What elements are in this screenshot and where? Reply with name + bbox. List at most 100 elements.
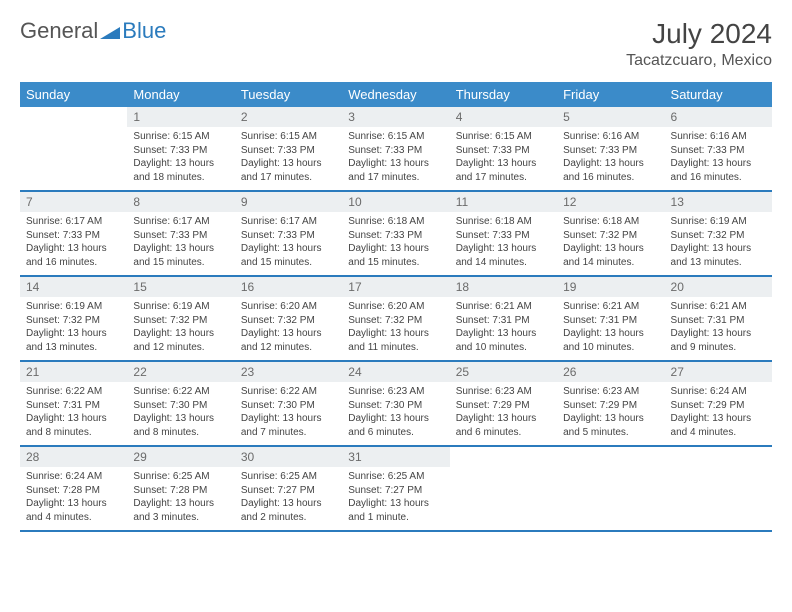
sunset-text: Sunset: 7:33 PM bbox=[133, 229, 228, 243]
dow-tue: Tuesday bbox=[235, 82, 342, 107]
day-number: 14 bbox=[20, 277, 127, 297]
logo: General Blue bbox=[20, 18, 166, 44]
daylight-text: Daylight: 13 hours and 8 minutes. bbox=[26, 412, 121, 439]
calendar-day: 8Sunrise: 6:17 AMSunset: 7:33 PMDaylight… bbox=[127, 191, 234, 276]
day-body: Sunrise: 6:19 AMSunset: 7:32 PMDaylight:… bbox=[127, 297, 234, 360]
daylight-text: Daylight: 13 hours and 1 minute. bbox=[348, 497, 443, 524]
calendar-day: 30Sunrise: 6:25 AMSunset: 7:27 PMDayligh… bbox=[235, 446, 342, 531]
day-number: 13 bbox=[665, 192, 772, 212]
calendar-day: 21Sunrise: 6:22 AMSunset: 7:31 PMDayligh… bbox=[20, 361, 127, 446]
calendar-day: 16Sunrise: 6:20 AMSunset: 7:32 PMDayligh… bbox=[235, 276, 342, 361]
day-body: Sunrise: 6:21 AMSunset: 7:31 PMDaylight:… bbox=[557, 297, 664, 360]
calendar-day: 13Sunrise: 6:19 AMSunset: 7:32 PMDayligh… bbox=[665, 191, 772, 276]
daylight-text: Daylight: 13 hours and 15 minutes. bbox=[241, 242, 336, 269]
sunset-text: Sunset: 7:28 PM bbox=[133, 484, 228, 498]
logo-triangle-icon bbox=[100, 23, 120, 39]
daylight-text: Daylight: 13 hours and 6 minutes. bbox=[348, 412, 443, 439]
daylight-text: Daylight: 13 hours and 16 minutes. bbox=[563, 157, 658, 184]
day-number: 2 bbox=[235, 107, 342, 127]
day-body: Sunrise: 6:23 AMSunset: 7:29 PMDaylight:… bbox=[557, 382, 664, 445]
dow-fri: Friday bbox=[557, 82, 664, 107]
daylight-text: Daylight: 13 hours and 16 minutes. bbox=[26, 242, 121, 269]
calendar-day bbox=[450, 446, 557, 531]
day-number: 23 bbox=[235, 362, 342, 382]
sunrise-text: Sunrise: 6:24 AM bbox=[671, 385, 766, 399]
daylight-text: Daylight: 13 hours and 13 minutes. bbox=[671, 242, 766, 269]
sunset-text: Sunset: 7:33 PM bbox=[241, 229, 336, 243]
calendar-table: Sunday Monday Tuesday Wednesday Thursday… bbox=[20, 82, 772, 532]
day-body: Sunrise: 6:15 AMSunset: 7:33 PMDaylight:… bbox=[235, 127, 342, 190]
day-body: Sunrise: 6:23 AMSunset: 7:29 PMDaylight:… bbox=[450, 382, 557, 445]
sunset-text: Sunset: 7:33 PM bbox=[241, 144, 336, 158]
daylight-text: Daylight: 13 hours and 8 minutes. bbox=[133, 412, 228, 439]
daylight-text: Daylight: 13 hours and 10 minutes. bbox=[563, 327, 658, 354]
daylight-text: Daylight: 13 hours and 12 minutes. bbox=[133, 327, 228, 354]
daylight-text: Daylight: 13 hours and 13 minutes. bbox=[26, 327, 121, 354]
sunset-text: Sunset: 7:33 PM bbox=[456, 144, 551, 158]
sunset-text: Sunset: 7:32 PM bbox=[133, 314, 228, 328]
dow-mon: Monday bbox=[127, 82, 234, 107]
calendar-day: 12Sunrise: 6:18 AMSunset: 7:32 PMDayligh… bbox=[557, 191, 664, 276]
sunset-text: Sunset: 7:28 PM bbox=[26, 484, 121, 498]
calendar-day: 23Sunrise: 6:22 AMSunset: 7:30 PMDayligh… bbox=[235, 361, 342, 446]
day-body: Sunrise: 6:15 AMSunset: 7:33 PMDaylight:… bbox=[342, 127, 449, 190]
dow-sun: Sunday bbox=[20, 82, 127, 107]
dow-sat: Saturday bbox=[665, 82, 772, 107]
day-number: 24 bbox=[342, 362, 449, 382]
day-body: Sunrise: 6:17 AMSunset: 7:33 PMDaylight:… bbox=[235, 212, 342, 275]
title-block: July 2024 Tacatzcuaro, Mexico bbox=[626, 18, 772, 70]
sunrise-text: Sunrise: 6:19 AM bbox=[671, 215, 766, 229]
sunset-text: Sunset: 7:33 PM bbox=[563, 144, 658, 158]
sunrise-text: Sunrise: 6:16 AM bbox=[671, 130, 766, 144]
calendar-day: 20Sunrise: 6:21 AMSunset: 7:31 PMDayligh… bbox=[665, 276, 772, 361]
sunrise-text: Sunrise: 6:18 AM bbox=[456, 215, 551, 229]
day-body: Sunrise: 6:20 AMSunset: 7:32 PMDaylight:… bbox=[342, 297, 449, 360]
day-number bbox=[557, 447, 664, 467]
sunset-text: Sunset: 7:29 PM bbox=[563, 399, 658, 413]
sunset-text: Sunset: 7:31 PM bbox=[563, 314, 658, 328]
sunrise-text: Sunrise: 6:22 AM bbox=[241, 385, 336, 399]
sunset-text: Sunset: 7:32 PM bbox=[348, 314, 443, 328]
calendar-day: 18Sunrise: 6:21 AMSunset: 7:31 PMDayligh… bbox=[450, 276, 557, 361]
day-body: Sunrise: 6:21 AMSunset: 7:31 PMDaylight:… bbox=[665, 297, 772, 360]
calendar-day: 31Sunrise: 6:25 AMSunset: 7:27 PMDayligh… bbox=[342, 446, 449, 531]
day-body: Sunrise: 6:18 AMSunset: 7:33 PMDaylight:… bbox=[450, 212, 557, 275]
sunset-text: Sunset: 7:27 PM bbox=[348, 484, 443, 498]
daylight-text: Daylight: 13 hours and 15 minutes. bbox=[133, 242, 228, 269]
sunrise-text: Sunrise: 6:19 AM bbox=[26, 300, 121, 314]
sunrise-text: Sunrise: 6:18 AM bbox=[348, 215, 443, 229]
dow-thu: Thursday bbox=[450, 82, 557, 107]
calendar-day: 9Sunrise: 6:17 AMSunset: 7:33 PMDaylight… bbox=[235, 191, 342, 276]
calendar-day: 5Sunrise: 6:16 AMSunset: 7:33 PMDaylight… bbox=[557, 107, 664, 191]
sunset-text: Sunset: 7:33 PM bbox=[133, 144, 228, 158]
daylight-text: Daylight: 13 hours and 14 minutes. bbox=[563, 242, 658, 269]
sunrise-text: Sunrise: 6:25 AM bbox=[241, 470, 336, 484]
sunrise-text: Sunrise: 6:21 AM bbox=[456, 300, 551, 314]
sunset-text: Sunset: 7:33 PM bbox=[456, 229, 551, 243]
day-number: 16 bbox=[235, 277, 342, 297]
day-number: 22 bbox=[127, 362, 234, 382]
day-body: Sunrise: 6:23 AMSunset: 7:30 PMDaylight:… bbox=[342, 382, 449, 445]
daylight-text: Daylight: 13 hours and 10 minutes. bbox=[456, 327, 551, 354]
sunrise-text: Sunrise: 6:19 AM bbox=[133, 300, 228, 314]
day-body: Sunrise: 6:16 AMSunset: 7:33 PMDaylight:… bbox=[665, 127, 772, 190]
page-title: July 2024 bbox=[626, 18, 772, 50]
day-body: Sunrise: 6:17 AMSunset: 7:33 PMDaylight:… bbox=[127, 212, 234, 275]
sunrise-text: Sunrise: 6:20 AM bbox=[348, 300, 443, 314]
sunset-text: Sunset: 7:30 PM bbox=[133, 399, 228, 413]
daylight-text: Daylight: 13 hours and 12 minutes. bbox=[241, 327, 336, 354]
daylight-text: Daylight: 13 hours and 5 minutes. bbox=[563, 412, 658, 439]
day-number: 15 bbox=[127, 277, 234, 297]
location-label: Tacatzcuaro, Mexico bbox=[626, 52, 772, 70]
daylight-text: Daylight: 13 hours and 17 minutes. bbox=[241, 157, 336, 184]
daylight-text: Daylight: 13 hours and 16 minutes. bbox=[671, 157, 766, 184]
daylight-text: Daylight: 13 hours and 4 minutes. bbox=[671, 412, 766, 439]
sunset-text: Sunset: 7:31 PM bbox=[456, 314, 551, 328]
calendar-body: 1Sunrise: 6:15 AMSunset: 7:33 PMDaylight… bbox=[20, 107, 772, 531]
day-number: 19 bbox=[557, 277, 664, 297]
day-number: 26 bbox=[557, 362, 664, 382]
day-body: Sunrise: 6:19 AMSunset: 7:32 PMDaylight:… bbox=[20, 297, 127, 360]
daylight-text: Daylight: 13 hours and 3 minutes. bbox=[133, 497, 228, 524]
day-body bbox=[557, 467, 664, 525]
sunset-text: Sunset: 7:31 PM bbox=[26, 399, 121, 413]
